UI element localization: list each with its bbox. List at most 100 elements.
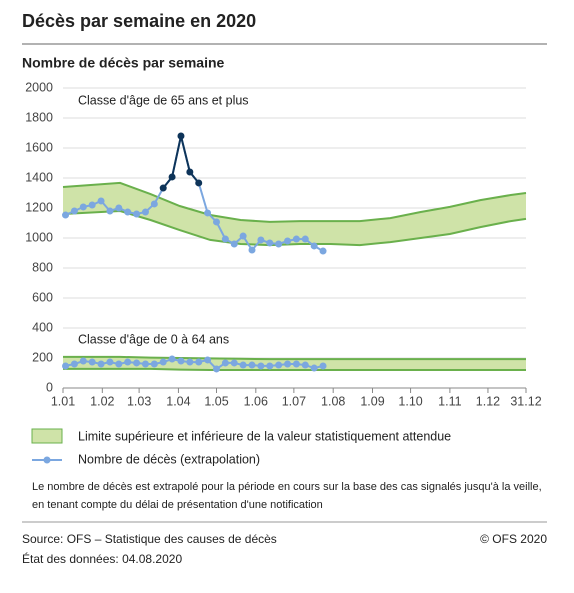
- legend-swatch: [31, 428, 63, 444]
- x-tick-label: 1.12: [476, 394, 500, 408]
- data-state: État des données: 04.08.2020: [22, 551, 182, 566]
- point: [124, 208, 132, 216]
- point: [177, 357, 185, 365]
- band-upper: [63, 355, 526, 361]
- point: [292, 360, 300, 368]
- point: [159, 184, 167, 192]
- point: [62, 211, 70, 219]
- point: [195, 358, 203, 366]
- y-tick-label: 2000: [25, 80, 53, 94]
- x-tick-label: 1.04: [166, 394, 190, 408]
- point: [284, 237, 292, 245]
- point: [195, 179, 203, 187]
- legend-label: Nombre de décès (extrapolation): [78, 452, 260, 466]
- line-segment: [171, 135, 182, 178]
- point: [319, 247, 327, 255]
- point: [106, 207, 114, 215]
- page-title: Décès par semaine en 2020: [22, 11, 256, 31]
- point: [150, 200, 158, 208]
- point: [301, 361, 309, 369]
- point: [168, 173, 176, 181]
- point: [177, 132, 185, 140]
- point: [257, 236, 265, 244]
- point: [97, 197, 105, 205]
- point: [230, 240, 238, 248]
- point: [70, 207, 78, 215]
- point: [186, 168, 194, 176]
- y-tick-label: 200: [32, 350, 53, 364]
- point: [97, 360, 105, 368]
- line-segment: [179, 135, 191, 173]
- point: [248, 361, 256, 369]
- point: [239, 232, 247, 240]
- point: [88, 201, 96, 209]
- note: Le nombre de décès est extrapolé pour la…: [32, 481, 542, 493]
- point: [221, 359, 229, 367]
- point: [204, 356, 212, 364]
- x-tick-label: 1.11: [438, 394, 461, 408]
- point: [257, 362, 265, 370]
- x-tick-label: 1.06: [244, 394, 268, 408]
- y-tick-label: 600: [32, 290, 53, 304]
- point: [319, 362, 327, 370]
- x-tick-label: 1.07: [282, 394, 306, 408]
- y-tick-label: 0: [46, 380, 53, 394]
- y-tick-label: 1200: [25, 200, 53, 214]
- legend-label: Limite supérieure et inférieure de la va…: [78, 429, 451, 443]
- y-tick-label: 800: [32, 260, 53, 274]
- point: [62, 362, 70, 370]
- band-lower: [63, 367, 526, 371]
- point: [106, 358, 114, 366]
- point: [168, 355, 176, 363]
- point: [70, 360, 78, 368]
- point: [141, 360, 149, 368]
- point: [212, 365, 220, 373]
- chart-title: Nombre de décès par semaine: [22, 55, 225, 71]
- point: [275, 361, 283, 369]
- y-tick-label: 1600: [25, 140, 53, 154]
- x-tick-label: 31.12: [510, 394, 541, 408]
- x-tick-label: 1.03: [127, 394, 151, 408]
- x-tick-label: 1.05: [204, 394, 228, 408]
- plot: 0 200 400 600 800 1000 1200 1400 1600 1800 2000 1.0…: [25, 80, 542, 408]
- point: [301, 235, 309, 243]
- point: [115, 204, 123, 212]
- band-upper: [62, 181, 527, 223]
- point: [239, 361, 247, 369]
- y-tick-label: 400: [32, 320, 53, 334]
- y-tick-label: 1400: [25, 170, 53, 184]
- point: [204, 209, 212, 217]
- point: [248, 246, 256, 254]
- point: [275, 240, 283, 248]
- point: [133, 359, 141, 367]
- annotation: Classe d'âge de 0 à 64 ans: [78, 332, 229, 346]
- point: [79, 203, 87, 211]
- x-tick-label: 1.08: [321, 394, 345, 408]
- point: [141, 208, 149, 216]
- point: [284, 360, 292, 368]
- note: en tenant compte du délai de présentatio…: [32, 499, 323, 511]
- point: [88, 358, 96, 366]
- x-tick-label: 1.02: [90, 394, 114, 408]
- point: [79, 357, 87, 365]
- annotation: Classe d'âge de 65 ans et plus: [78, 93, 249, 107]
- x-tick-label: 1.01: [51, 394, 75, 408]
- x-tick-label: 1.09: [360, 394, 384, 408]
- point: [133, 210, 141, 218]
- point: [124, 358, 132, 366]
- source: Source: OFS – Statistique des causes de …: [22, 532, 277, 546]
- point: [150, 360, 158, 368]
- point: [266, 239, 274, 247]
- point: [159, 358, 167, 366]
- point: [292, 235, 300, 243]
- x-tick-label: 1.10: [398, 394, 422, 408]
- point: [230, 359, 238, 367]
- point: [310, 242, 318, 250]
- point: [212, 218, 220, 226]
- y-tick-label: 1800: [25, 110, 53, 124]
- point: [310, 364, 318, 372]
- point: [266, 362, 274, 370]
- point: [186, 358, 194, 366]
- point: [115, 360, 123, 368]
